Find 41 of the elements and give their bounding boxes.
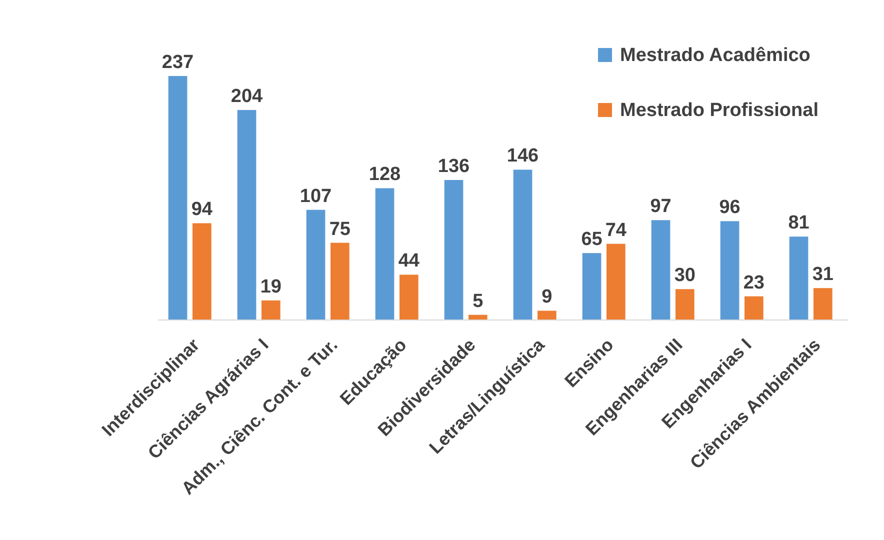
data-label: 44 xyxy=(398,250,420,272)
bar xyxy=(606,244,626,320)
bar xyxy=(262,300,280,320)
data-label: 136 xyxy=(438,156,470,177)
bar xyxy=(582,253,602,320)
data-label: 237 xyxy=(162,52,194,73)
bar xyxy=(168,76,188,320)
bar xyxy=(744,296,764,320)
data-label: 81 xyxy=(788,212,810,234)
bar xyxy=(306,210,326,320)
bar xyxy=(789,236,808,320)
data-label: 204 xyxy=(230,86,264,107)
data-label: 94 xyxy=(191,199,213,220)
data-label: 5 xyxy=(472,290,484,312)
bar xyxy=(651,220,670,320)
data-label: 74 xyxy=(605,220,627,241)
data-label: 9 xyxy=(542,286,552,308)
data-label: 19 xyxy=(260,276,282,298)
bar xyxy=(676,289,694,320)
data-label: 107 xyxy=(300,186,332,207)
bar xyxy=(192,223,212,320)
bar xyxy=(330,242,350,320)
data-label: 30 xyxy=(674,265,696,286)
data-label: 65 xyxy=(581,229,603,250)
bar xyxy=(400,274,418,320)
legend-label: Mestrado Profissional xyxy=(620,100,818,121)
data-label: 23 xyxy=(743,272,764,294)
data-label: 31 xyxy=(812,264,834,286)
data-label: 146 xyxy=(506,146,539,167)
bar xyxy=(814,288,832,320)
bar xyxy=(375,188,394,320)
bar xyxy=(444,180,464,320)
data-label: 128 xyxy=(368,164,401,186)
bar xyxy=(237,110,256,320)
data-label: 96 xyxy=(719,197,740,218)
bar xyxy=(720,221,740,320)
legend-label: Mestrado Acadêmico xyxy=(620,45,810,66)
bar xyxy=(513,170,532,320)
data-label: 97 xyxy=(650,196,672,218)
data-label: 75 xyxy=(329,218,351,240)
bar xyxy=(538,310,556,320)
